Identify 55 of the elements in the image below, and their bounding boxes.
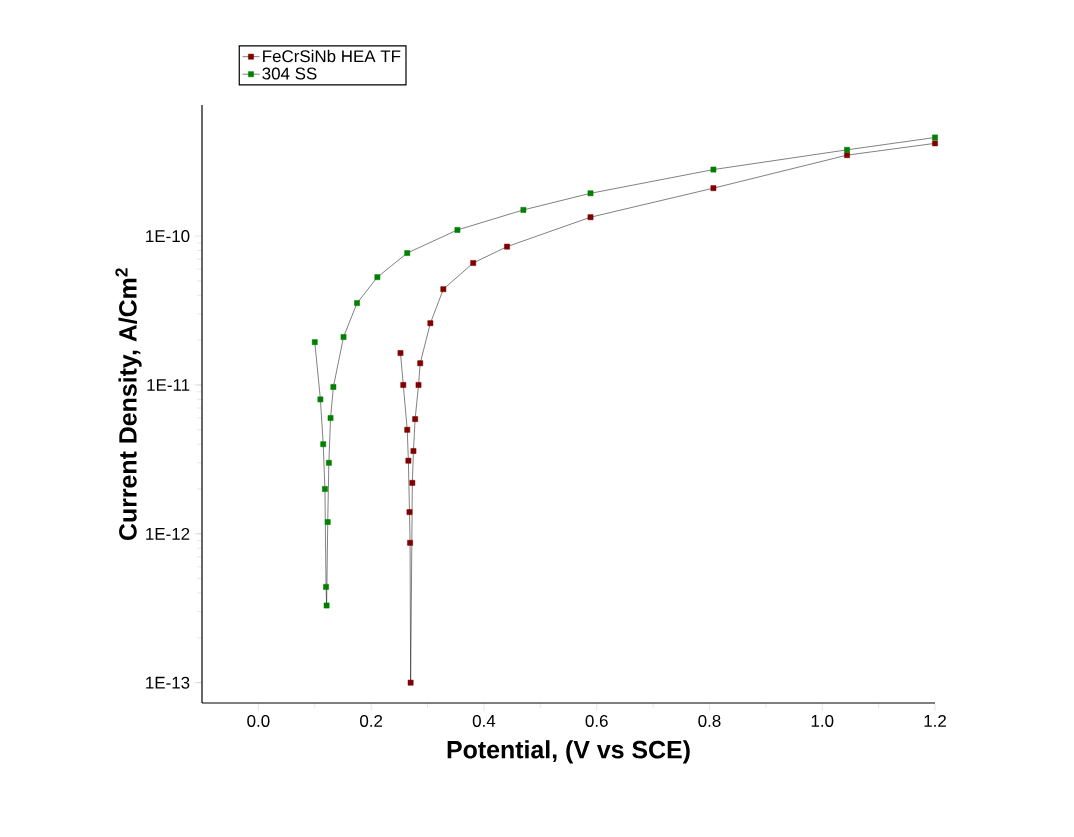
point — [504, 243, 510, 250]
x-tick-label: 0.4 — [472, 714, 496, 727]
y-tick-label: 1E-11 — [147, 379, 190, 391]
x-tick-label: 0.0 — [247, 714, 270, 727]
point — [844, 146, 850, 153]
x-tick-label: 0.8 — [698, 714, 721, 727]
point — [410, 448, 417, 454]
point — [409, 480, 416, 486]
x-axis-title: Potential, (V vs SCE) — [447, 740, 690, 764]
point — [440, 286, 447, 293]
point — [327, 415, 334, 421]
point — [415, 382, 422, 388]
point — [407, 539, 413, 546]
point — [323, 584, 329, 590]
y-tick-label: 1E-10 — [146, 230, 190, 243]
point — [417, 360, 424, 367]
point — [587, 190, 594, 197]
x-tick-label: 1.2 — [924, 714, 946, 727]
point — [324, 519, 331, 525]
point — [710, 185, 717, 192]
point — [932, 134, 938, 141]
point — [844, 152, 850, 158]
point — [340, 334, 347, 340]
point — [322, 486, 328, 492]
point — [405, 457, 412, 464]
point — [404, 250, 411, 256]
point — [320, 441, 327, 448]
point — [397, 350, 404, 356]
point — [400, 382, 407, 388]
legend-label: 304 SS — [262, 67, 317, 80]
point — [587, 214, 594, 221]
point — [354, 300, 360, 306]
point — [404, 426, 411, 433]
point — [710, 166, 717, 173]
x-tick-label: 1.0 — [811, 714, 834, 727]
point — [454, 227, 461, 233]
point — [330, 384, 337, 390]
point — [317, 396, 324, 403]
point — [412, 416, 418, 422]
point — [374, 274, 381, 281]
point — [932, 140, 938, 147]
point — [407, 679, 414, 686]
point — [323, 602, 330, 609]
y-tick-label: 1E-12 — [146, 527, 190, 540]
point — [311, 339, 318, 345]
x-tick-label: 0.6 — [585, 714, 608, 727]
y-tick-label: 1E-13 — [146, 676, 190, 689]
point — [427, 320, 434, 327]
point — [470, 260, 477, 266]
y-axis-title: Current Density, A/Cm$^{2}$ — [115, 268, 142, 541]
point — [520, 207, 527, 213]
legend-label: FeCrSiNb HEA TF — [263, 49, 401, 63]
x-tick-label: 0.2 — [360, 714, 383, 727]
point — [406, 509, 413, 515]
point — [326, 459, 332, 466]
